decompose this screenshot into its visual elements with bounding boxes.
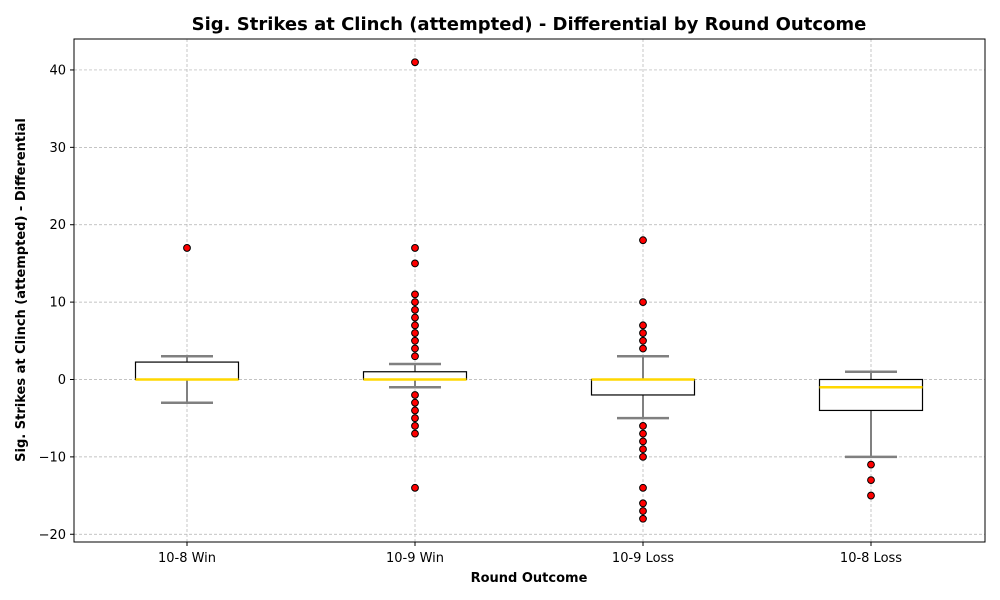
outlier-point: [411, 259, 419, 268]
outlier-point: [411, 321, 419, 330]
x-tick-label: 10-8 Win: [158, 551, 216, 566]
outlier-point: [411, 483, 419, 492]
y-tick-label: 40: [49, 63, 66, 78]
x-tick-label: 10-9 Win: [386, 551, 444, 566]
outlier-point: [639, 336, 647, 345]
outlier-point: [639, 329, 647, 337]
box-group: [134, 244, 240, 404]
outlier-point: [411, 344, 419, 353]
chart-title: Sig. Strikes at Clinch (attempted) - Dif…: [192, 14, 867, 35]
box: [590, 378, 696, 396]
outlier-point: [639, 483, 647, 492]
y-tick-label: 30: [49, 141, 66, 156]
outlier-point: [411, 329, 419, 337]
y-tick-label: 0: [58, 373, 66, 388]
y-tick-label: 10: [49, 296, 66, 311]
outlier-point: [411, 406, 419, 415]
outlier-point: [411, 290, 419, 299]
outlier-point: [639, 499, 647, 508]
outlier-point: [183, 244, 191, 252]
x-tick-label: 10-8 Loss: [840, 551, 902, 566]
box-group: [590, 236, 696, 523]
outlier-point: [639, 452, 647, 461]
y-tick-label: −10: [39, 450, 66, 465]
outlier-point: [411, 305, 419, 314]
box-group: [362, 58, 468, 492]
outlier-point: [411, 391, 419, 399]
plot-frame: [73, 38, 986, 543]
outlier-point: [639, 236, 647, 245]
y-tick-label: −20: [39, 528, 66, 543]
box: [134, 361, 240, 381]
y-axis-label: Sig. Strikes at Clinch (attempted) - Dif…: [14, 118, 29, 462]
box: [818, 378, 924, 412]
x-axis: 10-8 Win 10-9 Win 10-9 Loss 10-8 Loss: [158, 542, 902, 566]
outlier-point: [867, 460, 875, 469]
outlier-point: [639, 437, 647, 446]
outlier-point: [639, 507, 647, 515]
grid: [74, 39, 985, 542]
x-axis-label: Round Outcome: [471, 571, 588, 586]
outlier-point: [639, 514, 647, 523]
outlier-point: [411, 398, 419, 407]
outlier-point: [411, 352, 419, 361]
outlier-point: [411, 336, 419, 345]
outlier-point: [411, 429, 419, 438]
outlier-point: [867, 491, 875, 500]
outlier-point: [411, 298, 419, 307]
y-axis: −20 −10 0 10 20 30 40: [39, 63, 74, 543]
outlier-point: [411, 422, 419, 430]
outlier-point: [639, 429, 647, 438]
outlier-point: [411, 58, 419, 67]
boxes: [134, 58, 924, 523]
y-tick-label: 20: [49, 218, 66, 233]
box-group: [818, 370, 924, 500]
outlier-point: [411, 414, 419, 423]
outlier-point: [867, 476, 875, 484]
x-tick-label: 10-9 Loss: [612, 551, 674, 566]
outlier-point: [639, 344, 647, 353]
outlier-point: [639, 422, 647, 430]
outlier-point: [639, 298, 647, 307]
outlier-point: [639, 445, 647, 454]
outlier-point: [639, 321, 647, 330]
outlier-point: [411, 244, 419, 252]
outlier-point: [411, 313, 419, 322]
